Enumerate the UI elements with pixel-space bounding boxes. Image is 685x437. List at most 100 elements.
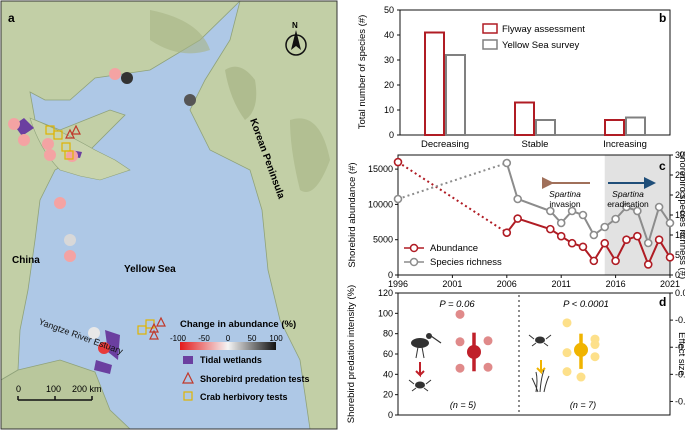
c-yr-tick-label: 10 [675, 230, 685, 240]
b-category-labels: Decreasing Stable Increasing [421, 139, 647, 150]
c-point-species-richness [633, 206, 642, 216]
d-point-group2 [590, 352, 600, 362]
c-yr-tick-label: 30 [675, 150, 685, 160]
b-bar-yellow-sea-survey [535, 119, 556, 136]
b-y-tick-label: 10 [384, 105, 394, 115]
map-legend: Change in abundance (%) -100 -50 0 50 10… [170, 319, 310, 402]
crab-icon-2 [528, 334, 552, 347]
b-bar-flyway-assessment [604, 119, 625, 136]
herbivory-marker [64, 150, 74, 160]
d-mean-group2 [574, 342, 588, 357]
c-point-abundance [611, 256, 620, 266]
c-point-species-richness [546, 206, 555, 216]
d-point-group1 [455, 309, 465, 319]
b-legend-label-flyway: Flyway assessment [502, 24, 585, 35]
colorbar-tick: 0 [226, 334, 231, 343]
c-yr-tick-label: 5 [675, 250, 680, 260]
c-point-abundance [502, 228, 512, 237]
predation-marker [156, 316, 166, 327]
d-n-label-2: (n = 7) [570, 400, 596, 410]
c-yr-tick-label: 0 [675, 270, 680, 280]
b-bars [424, 31, 646, 136]
d-yr-tick-label: -0.2 [675, 315, 685, 325]
crab-icon [408, 379, 432, 392]
c-point-abundance [633, 231, 642, 241]
panel-label-b: b [659, 11, 666, 25]
c-point-species-richness [622, 202, 631, 212]
site-point [98, 342, 110, 354]
panel-label-c: c [659, 159, 666, 173]
map-panel [1, 1, 337, 429]
north-arrow-label: N [292, 21, 298, 30]
shandong-region [29, 117, 131, 181]
c-point-species-richness [665, 218, 675, 228]
c-yr-tick-label: 25 [675, 170, 685, 180]
d-point-group1 [455, 363, 465, 373]
c-point-abundance [643, 260, 653, 269]
site-point [18, 134, 30, 146]
c-ylabel-left: Shorebird abundance (#) [347, 162, 358, 267]
c-point-species-richness [654, 202, 664, 212]
c-yr-tick-label: 15 [675, 210, 685, 220]
c-point-species-richness [643, 238, 653, 248]
panel-d-chart: d 0 20 40 60 80 100 120 0.0 -0.2 -0.4 -0.6 -0.8 Sho… [346, 285, 685, 423]
d-yl-tick-label: 100 [378, 308, 393, 318]
d-p-label-1: P = 0.06 [439, 299, 475, 310]
c-yl-tick-label: 0 [388, 270, 393, 280]
panel-label-d: d [659, 295, 666, 309]
c-point-abundance [546, 224, 555, 234]
colorbar-tick: -50 [198, 334, 210, 343]
site-point [64, 234, 76, 246]
legend-wetland-label: Tidal wetlands [200, 355, 262, 365]
scale-bar: 0 100 200 km [16, 384, 102, 401]
b-bar-flyway-assessment [514, 101, 535, 136]
b-bar-yellow-sea-survey [625, 116, 646, 136]
c-point-species-richness [567, 206, 577, 216]
c-yl-tick-label: 10000 [368, 199, 393, 209]
c-point-abundance [578, 242, 588, 252]
c-eradication-rest: eradication [607, 199, 649, 209]
colorbar-tick: 100 [269, 334, 283, 343]
predation-marker [149, 329, 159, 340]
down-arrow-icon [536, 360, 546, 375]
legend-title: Change in abundance (%) [180, 319, 296, 330]
c-point-abundance [665, 253, 675, 262]
predation-marker [71, 124, 81, 135]
d-point-group2 [590, 340, 600, 350]
c-x-tick-label: 2021 [660, 279, 680, 289]
b-legend: Flyway assessment Yellow Sea survey [482, 23, 585, 51]
d-yr-tick-label: -0.8 [675, 396, 685, 406]
herbivory-marker [53, 130, 63, 140]
c-point-abundance [622, 235, 631, 245]
site-point [121, 72, 133, 84]
map-test-markers [45, 124, 166, 340]
c-point-species-richness [600, 222, 610, 232]
b-legend-swatch-flyway [482, 23, 498, 34]
relief-shading-1 [225, 66, 257, 120]
d-n-label-1: (n = 5) [450, 400, 476, 410]
d-ylabel-right: Effect size [676, 332, 685, 376]
label-china: China [12, 255, 40, 266]
b-category-label: Stable [522, 139, 549, 150]
scale-tick-label: 200 km [72, 384, 102, 394]
tidal-wetland-4 [94, 360, 112, 374]
scale-tick-label: 0 [16, 384, 21, 394]
site-point [54, 197, 66, 209]
b-y-tick-label: 50 [384, 5, 394, 15]
c-ylabel-right: Shorebird species richness (#) [677, 151, 685, 279]
c-point-species-richness [556, 218, 566, 228]
b-bar-flyway-assessment [424, 31, 445, 136]
legend-triangle-icon [182, 371, 194, 384]
c-point-abundance [556, 231, 566, 241]
land-north-china [1, 1, 241, 381]
crab-body [535, 336, 545, 344]
shorebird-beak [430, 335, 442, 344]
site-point [44, 149, 56, 161]
legend-square-icon [183, 391, 193, 401]
b-category-label: Decreasing [421, 139, 469, 150]
shorebird-body [411, 338, 429, 348]
panel-label-a: a [8, 11, 15, 25]
d-mean-group1 [467, 344, 481, 359]
